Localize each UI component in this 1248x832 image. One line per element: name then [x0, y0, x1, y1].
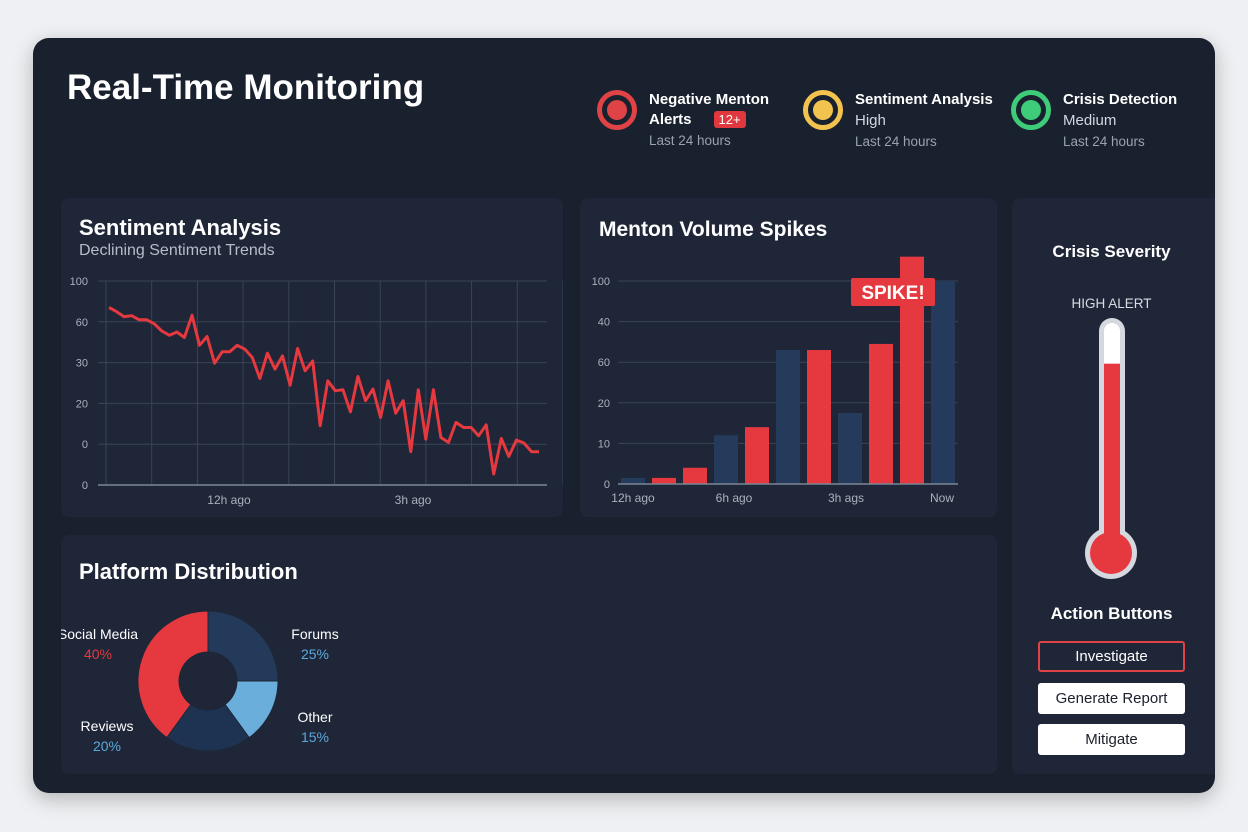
slice-label: Reviews [81, 718, 134, 734]
x-tick-label: 6h ago [716, 491, 753, 505]
y-tick-label: 10 [598, 438, 610, 450]
panel-title: Platform Distribution [79, 559, 298, 584]
y-tick-label: 30 [76, 358, 88, 370]
volume-bar [931, 281, 955, 484]
y-tick-label: 0 [82, 439, 88, 451]
slice-percent: 20% [93, 738, 121, 754]
panel-title: Menton Volume Spikes [599, 218, 828, 241]
y-tick-label: 40 [598, 317, 610, 329]
donut-slice [207, 610, 279, 682]
y-tick-label: 0 [604, 479, 610, 491]
volume-bar [838, 412, 862, 484]
slice-label: Forums [291, 626, 338, 642]
volume-bar [745, 427, 769, 484]
investigate-button[interactable]: Investigate [1038, 641, 1185, 672]
panel-title: Crisis Severity [1052, 242, 1171, 261]
slice-percent: 15% [301, 729, 329, 745]
thermometer-gauge [1085, 318, 1137, 579]
status-title: Crisis Detection [1063, 91, 1178, 108]
platform-panel: Platform Distribution Social Media 40% For… [61, 535, 997, 774]
status-title: Sentiment Analysis [855, 91, 993, 108]
volume-bar [869, 343, 893, 484]
y-tick-label: 60 [598, 357, 610, 369]
target-icon [803, 90, 843, 130]
target-icon [597, 90, 637, 130]
x-tick-label: 3h ago [395, 493, 432, 507]
slice-percent: 25% [301, 646, 329, 662]
actions-title: Action Buttons [1050, 604, 1173, 623]
x-tick-label: Now [930, 491, 954, 505]
volume-bar [776, 350, 800, 484]
volume-bar [652, 477, 676, 484]
status-sentiment: Sentiment Analysis High Last 24 hours [803, 90, 993, 153]
volume-bar [714, 435, 738, 484]
status-crisis-detection: Crisis Detection Medium Last 24 hours [1011, 90, 1177, 153]
volume-bar [621, 477, 645, 484]
y-tick-label: 0 [82, 480, 88, 492]
slice-label: Other [297, 709, 332, 725]
spike-annotation: SPIKE! [861, 283, 924, 304]
x-tick-label: 3h ags [828, 491, 864, 505]
dashboard-card: Real-Time Monitoring Negative Menton Ale… [33, 38, 1215, 793]
count-badge: 12+ [713, 111, 746, 128]
sentiment-line-chart: 0 0 20 30 60 100 12h ago 3h ago [70, 276, 563, 507]
panel-title: Sentiment Analysis [79, 215, 282, 240]
platform-donut-chart: Social Media 40% Forums 25% Other 15% Reviews 2… [61, 610, 339, 754]
volume-panel: Menton Volume Spikes 0 10 20 60 40 100 12h ago… [580, 198, 997, 517]
y-tick-label: 100 [70, 276, 88, 288]
status-value: Medium [1063, 112, 1117, 129]
status-title: Alerts [649, 111, 692, 128]
spike-annotation-box [851, 278, 935, 306]
status-negative-alerts: Negative Menton Alerts 12+ Last 24 hours [597, 90, 769, 152]
status-value: High [855, 112, 886, 129]
y-tick-label: 60 [76, 317, 88, 329]
thermometer-fill [1104, 363, 1120, 549]
generate-report-button[interactable]: Generate Report [1038, 683, 1185, 714]
y-tick-label: 100 [592, 276, 610, 288]
severity-level-label: HIGH ALERT [1071, 296, 1152, 311]
severity-panel: Crisis Severity HIGH ALERT Action Button… [1012, 198, 1215, 774]
sentiment-line [108, 306, 539, 476]
y-tick-label: 20 [76, 398, 88, 410]
sentiment-panel: Sentiment Analysis Declining Sentiment T… [61, 198, 563, 517]
slice-label: Social Media [61, 626, 138, 642]
slice-percent: 40% [84, 646, 112, 662]
status-timeframe: Last 24 hours [649, 133, 731, 148]
donut-slice [137, 610, 209, 739]
volume-bar [683, 467, 707, 484]
panel-subtitle: Declining Sentiment Trends [79, 242, 275, 259]
y-tick-label: 20 [598, 398, 610, 410]
x-tick-label: 12h ago [611, 491, 655, 505]
target-icon [1011, 90, 1051, 130]
status-timeframe: Last 24 hours [1063, 134, 1145, 149]
mitigate-button[interactable]: Mitigate [1038, 724, 1185, 755]
page-title: Real-Time Monitoring [67, 68, 425, 107]
volume-bar-chart: 0 10 20 60 40 100 12h ago 6h ago 3h ags Now SPIKE! [592, 256, 958, 505]
x-tick-label: 12h ago [207, 493, 251, 507]
status-timeframe: Last 24 hours [855, 134, 937, 149]
volume-bar [807, 350, 831, 484]
donut-slice [166, 703, 250, 752]
status-title: Negative Menton [649, 91, 770, 108]
